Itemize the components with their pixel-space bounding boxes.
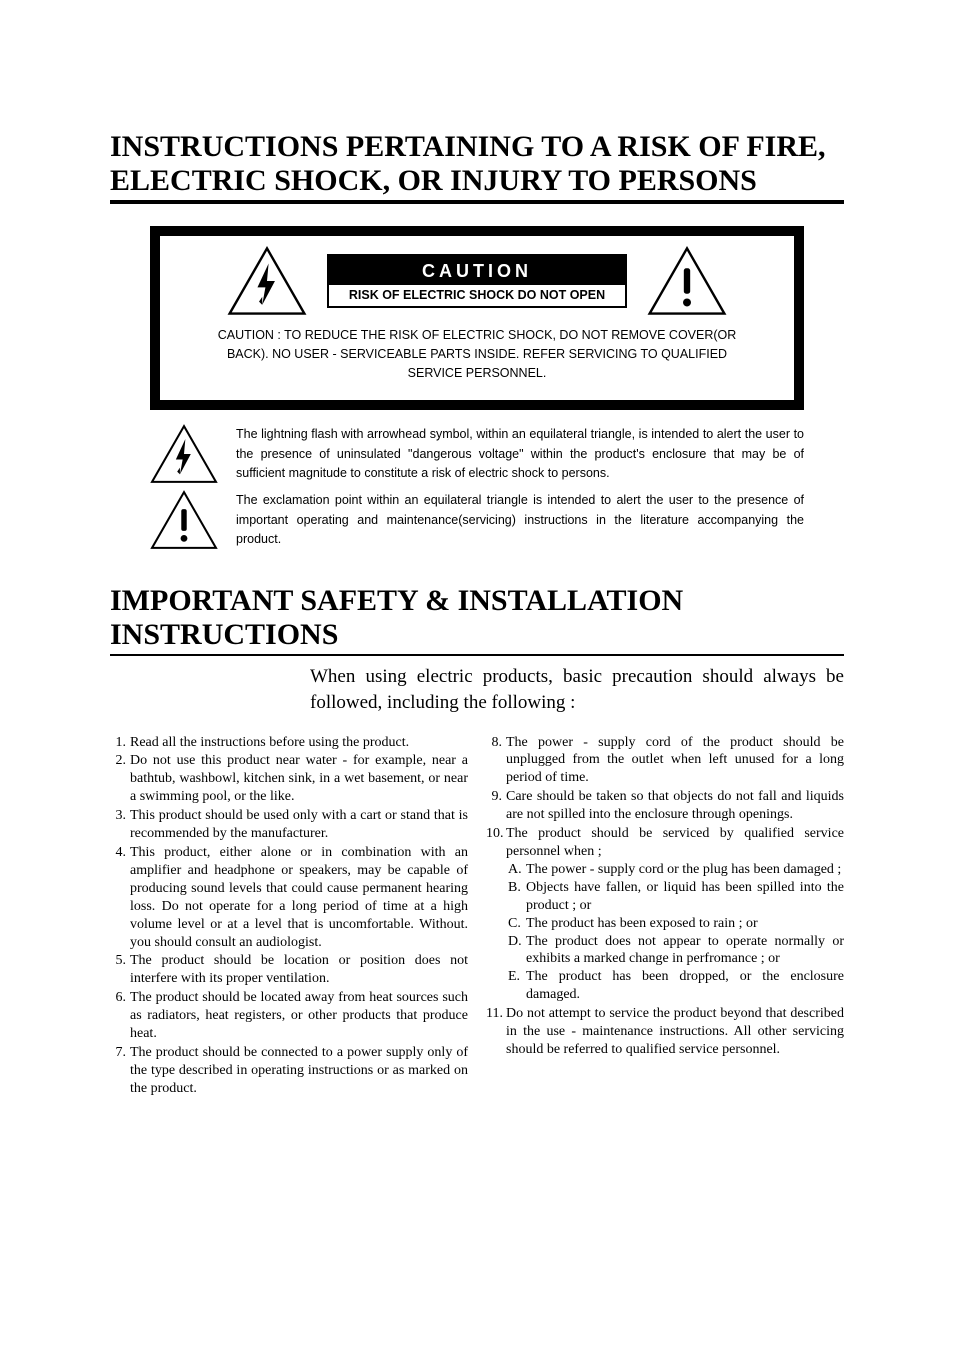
item-number: 8. xyxy=(486,734,506,788)
list-item: 6.The product should be located away fro… xyxy=(110,989,468,1043)
sub-text: The power - supply cord or the plug has … xyxy=(526,861,844,879)
sub-text: The product does not appear to operate n… xyxy=(526,933,844,969)
caution-box: CAUTION RISK OF ELECTRIC SHOCK DO NOT OP… xyxy=(150,226,804,410)
item-number: 1. xyxy=(110,734,130,752)
item-text: Do not use this product near water - for… xyxy=(130,752,468,806)
section2-intro: When using electric products, basic prec… xyxy=(310,664,844,715)
lightning-triangle-icon xyxy=(227,246,307,316)
sub-item: C.The product has been exposed to rain ;… xyxy=(506,915,844,933)
item-number: 5. xyxy=(110,952,130,988)
sub-text: Objects have fallen, or liquid has been … xyxy=(526,879,844,915)
section2-rule xyxy=(110,654,844,656)
sub-text: The product has been dropped, or the enc… xyxy=(526,968,844,1004)
sub-label: B. xyxy=(506,879,526,915)
item-number: 9. xyxy=(486,788,506,824)
list-item: 10.The product should be serviced by qua… xyxy=(486,825,844,1004)
item-text: The power - supply cord of the product s… xyxy=(506,734,844,788)
exclamation-triangle-icon xyxy=(150,490,218,550)
sub-text: The product has been exposed to rain ; o… xyxy=(526,915,844,933)
item-number: 6. xyxy=(110,989,130,1043)
list-item: 2.Do not use this product near water - f… xyxy=(110,752,468,806)
sub-item: B.Objects have fallen, or liquid has bee… xyxy=(506,879,844,915)
item-number: 3. xyxy=(110,807,130,843)
sub-item: D.The product does not appear to operate… xyxy=(506,933,844,969)
explain-excl-text: The exclamation point within an equilate… xyxy=(236,491,804,549)
right-column: 8.The power - supply cord of the product… xyxy=(486,734,844,1099)
sub-label: D. xyxy=(506,933,526,969)
explain-bolt-row: The lightning flash with arrowhead symbo… xyxy=(150,424,804,484)
left-column: 1.Read all the instructions before using… xyxy=(110,734,468,1099)
caution-sub: RISK OF ELECTRIC SHOCK DO NOT OPEN xyxy=(329,285,625,306)
item-number: 2. xyxy=(110,752,130,806)
caution-body: CAUTION : TO REDUCE THE RISK OF ELECTRIC… xyxy=(174,316,780,386)
instruction-columns: 1.Read all the instructions before using… xyxy=(110,734,844,1099)
item-number: 7. xyxy=(110,1044,130,1098)
caution-top-row: CAUTION RISK OF ELECTRIC SHOCK DO NOT OP… xyxy=(174,246,780,316)
list-item: 9.Care should be taken so that objects d… xyxy=(486,788,844,824)
item-text: Read all the instructions before using t… xyxy=(130,734,468,752)
section1-title: INSTRUCTIONS PERTAINING TO A RISK OF FIR… xyxy=(110,130,844,198)
section2-title: IMPORTANT SAFETY & INSTALLATION INSTRUCT… xyxy=(110,584,844,652)
caution-word: CAUTION xyxy=(329,256,625,285)
list-item: 5.The product should be location or posi… xyxy=(110,952,468,988)
list-item: 4.This product, either alone or in combi… xyxy=(110,844,468,951)
item-number: 10. xyxy=(486,825,506,1004)
exclamation-triangle-icon xyxy=(647,246,727,316)
item-text: Care should be taken so that objects do … xyxy=(506,788,844,824)
item-number: 11. xyxy=(486,1005,506,1059)
explain-excl-row: The exclamation point within an equilate… xyxy=(150,490,804,550)
section1-rule xyxy=(110,200,844,204)
sub-label: C. xyxy=(506,915,526,933)
sub-item: E.The product has been dropped, or the e… xyxy=(506,968,844,1004)
item-text: This product, either alone or in combina… xyxy=(130,844,468,951)
list-item: 11.Do not attempt to service the product… xyxy=(486,1005,844,1059)
explain-bolt-text: The lightning flash with arrowhead symbo… xyxy=(236,425,804,483)
list-item: 8.The power - supply cord of the product… xyxy=(486,734,844,788)
list-item: 3.This product should be used only with … xyxy=(110,807,468,843)
caution-center: CAUTION RISK OF ELECTRIC SHOCK DO NOT OP… xyxy=(327,254,627,308)
list-item: 7.The product should be connected to a p… xyxy=(110,1044,468,1098)
item-text: This product should be used only with a … xyxy=(130,807,468,843)
sub-label: E. xyxy=(506,968,526,1004)
item-number: 4. xyxy=(110,844,130,951)
item-text: The product should be serviced by qualif… xyxy=(506,825,844,1004)
sub-label: A. xyxy=(506,861,526,879)
item-text: The product should be location or positi… xyxy=(130,952,468,988)
item-text: The product should be located away from … xyxy=(130,989,468,1043)
lightning-triangle-icon xyxy=(150,424,218,484)
item-text: The product should be connected to a pow… xyxy=(130,1044,468,1098)
item-text: Do not attempt to service the product be… xyxy=(506,1005,844,1059)
sub-item: A.The power - supply cord or the plug ha… xyxy=(506,861,844,879)
list-item: 1.Read all the instructions before using… xyxy=(110,734,468,752)
